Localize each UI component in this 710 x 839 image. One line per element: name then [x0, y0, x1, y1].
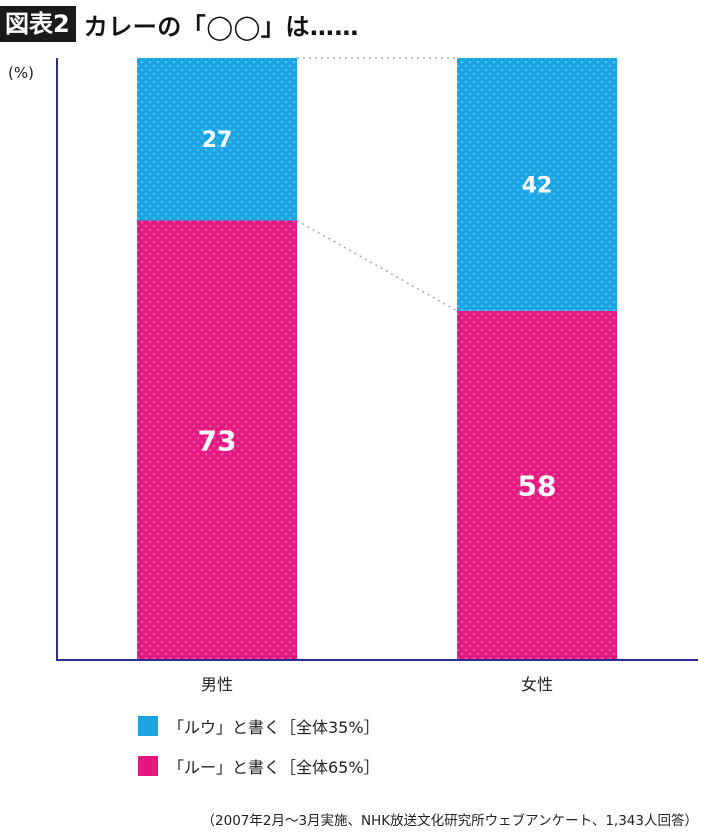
- figure-badge: 図表2: [0, 6, 76, 42]
- legend-label-ruu: 「ルウ」と書く［全体35%］: [168, 718, 380, 737]
- bar-segment-ruu-1: [457, 58, 617, 311]
- legend-item-ruu: 「ルウ」と書く［全体35%］: [138, 714, 380, 738]
- y-axis-unit-label: (%): [8, 64, 34, 82]
- chart-title: カレーの「◯◯」は……: [83, 12, 359, 41]
- data-label: 42: [522, 173, 553, 198]
- x-tick-label: 男性: [201, 675, 233, 694]
- bar-segment-ruu-long-0: [137, 220, 297, 661]
- data-label: 73: [198, 424, 237, 457]
- legend-label-ruu-long: 「ルー」と書く［全体65%］: [168, 758, 380, 777]
- bar-segment-ruu-long-1: [457, 310, 617, 660]
- legend-item-ruu-long: 「ルー」と書く［全体65%］: [138, 754, 380, 778]
- chart-header: 図表2 カレーの「◯◯」は……: [0, 6, 359, 42]
- connector-line-mid: [296, 219, 458, 312]
- bar-segment-ruu-0: [137, 58, 297, 221]
- data-label: 27: [202, 128, 233, 153]
- x-tick-label: 女性: [521, 675, 553, 694]
- legend-swatch-blue: [138, 716, 158, 736]
- stacked-bar-chart: 73 27 58 42 (%) 男性 女性: [8, 57, 698, 694]
- legend-swatch-pink: [138, 756, 158, 776]
- source-note: （2007年2月〜3月実施、NHK放送文化研究所ウェブアンケート、1,343人回…: [201, 813, 698, 829]
- legend: 「ルウ」と書く［全体35%］ 「ルー」と書く［全体65%］: [138, 714, 380, 794]
- data-label: 58: [518, 470, 557, 503]
